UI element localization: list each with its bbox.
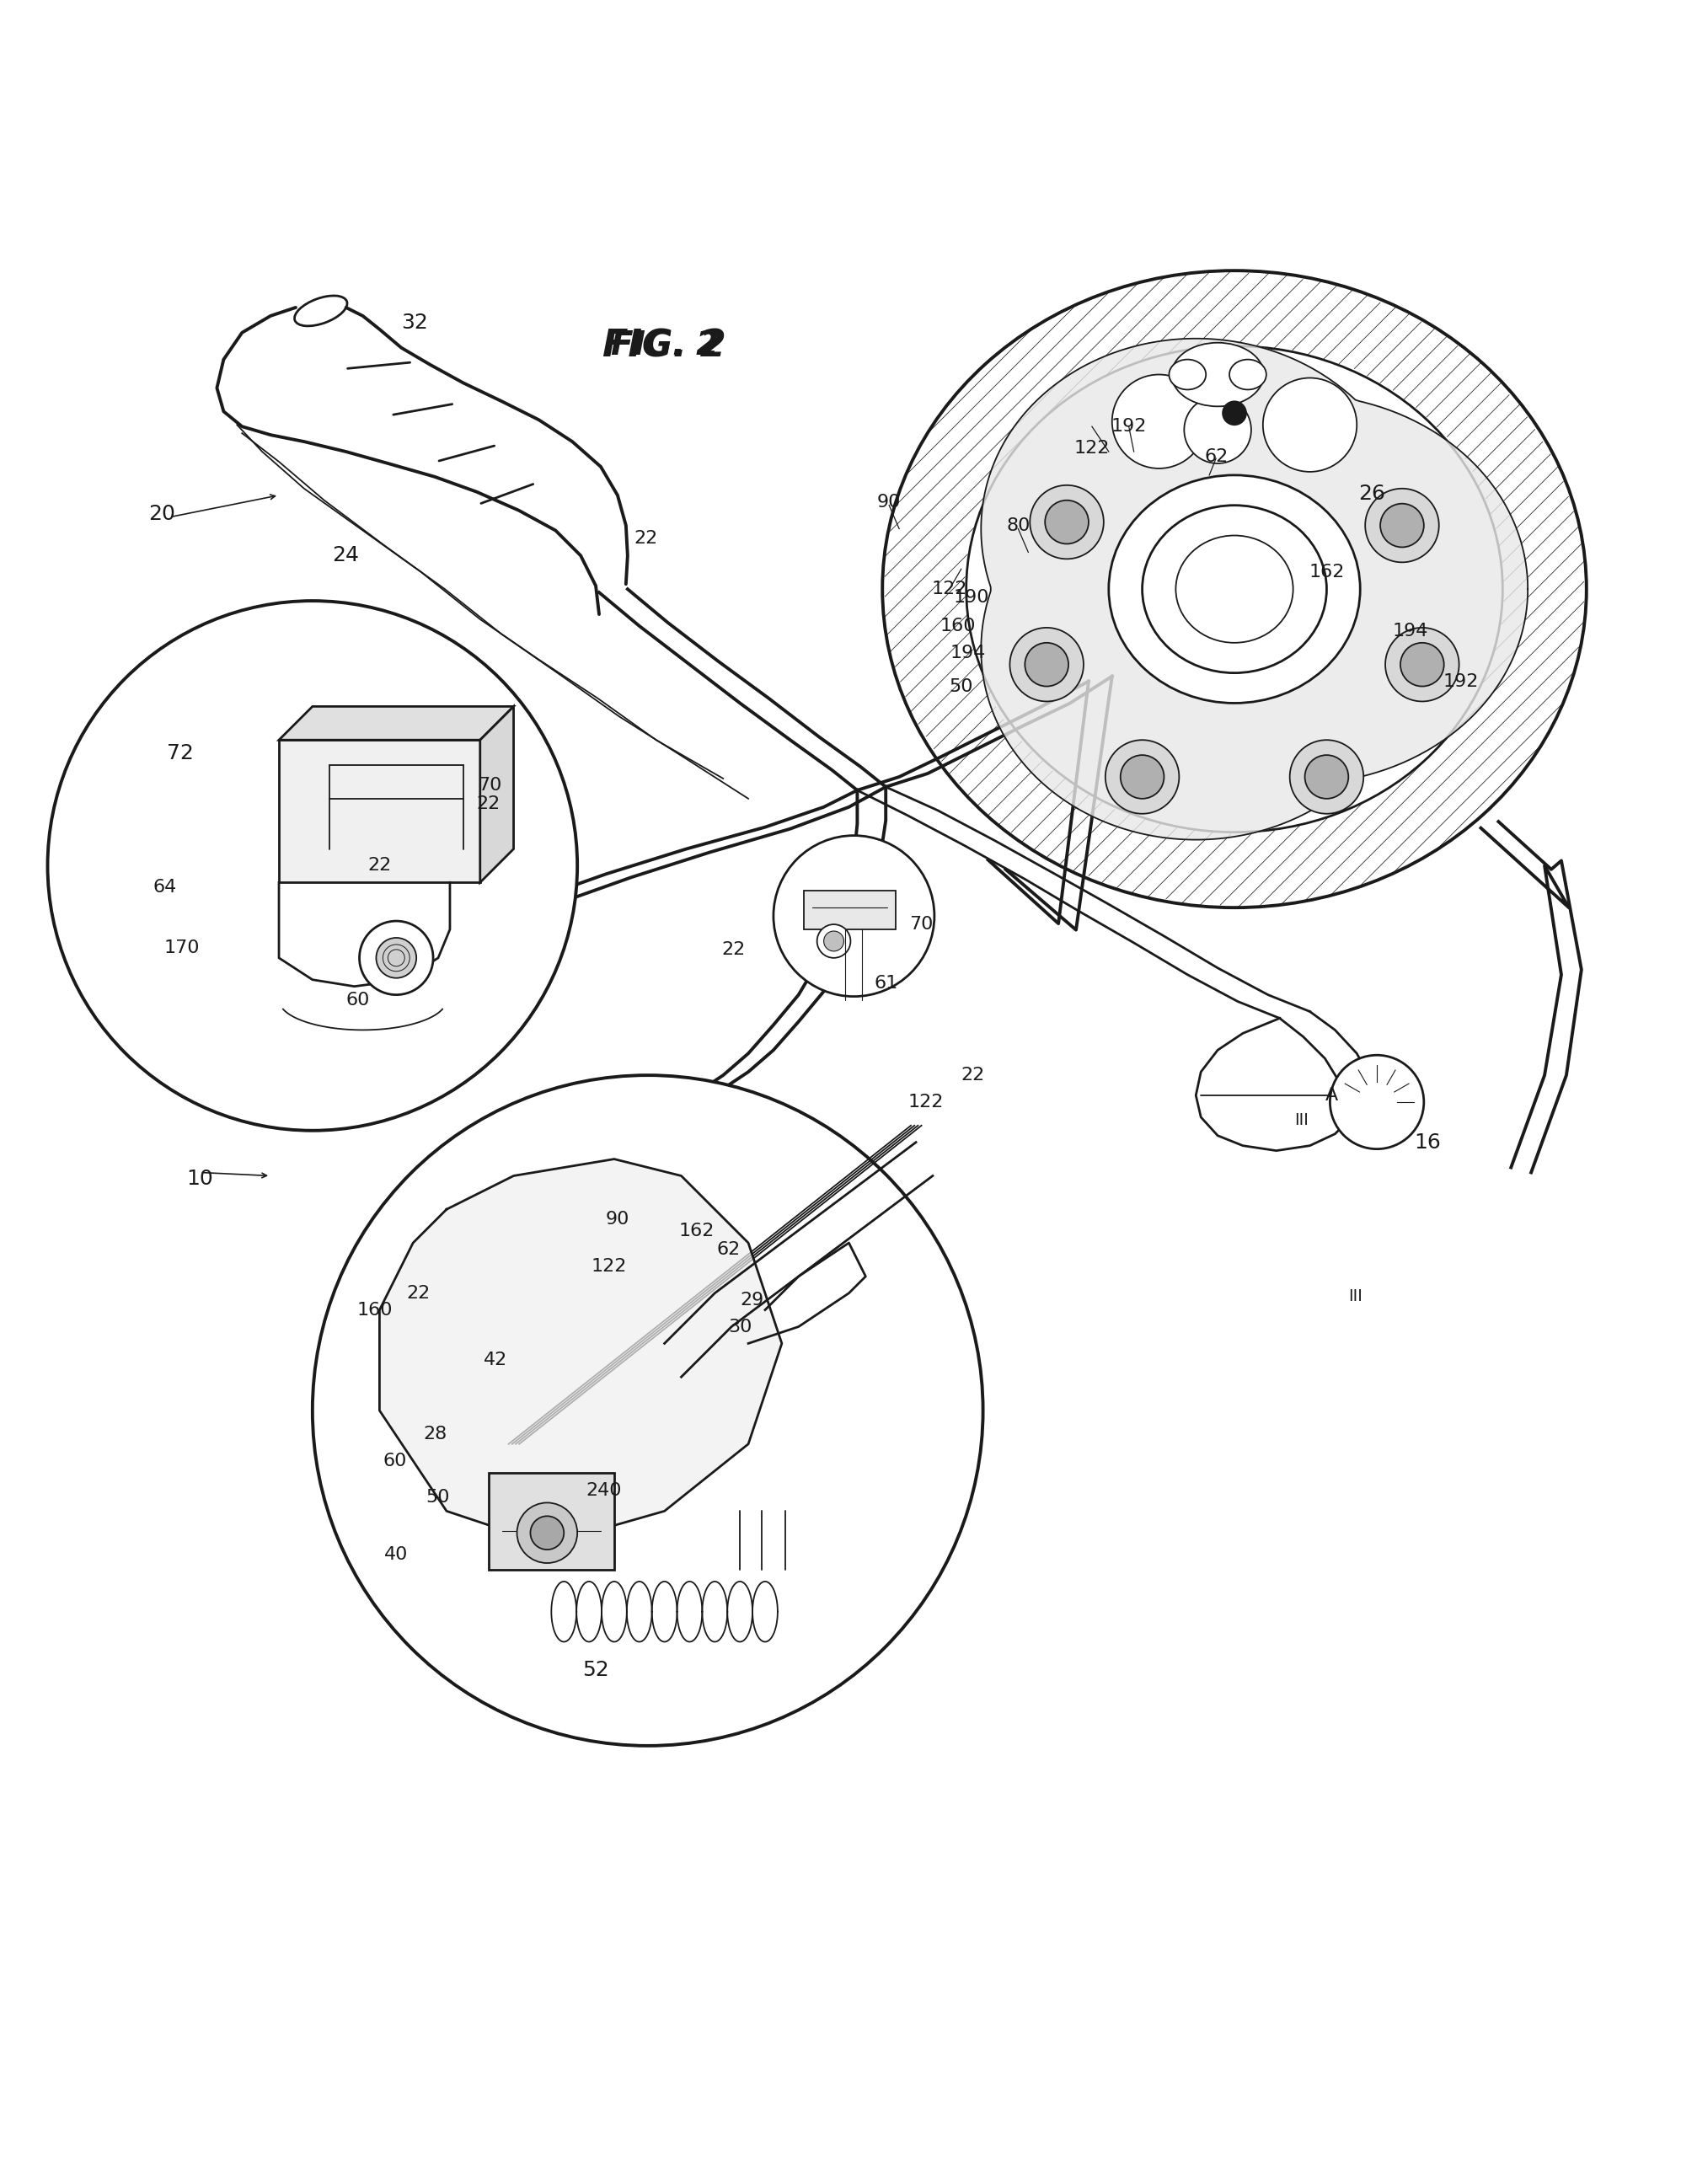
Text: 22: 22 — [634, 531, 657, 548]
Circle shape — [1222, 402, 1246, 426]
Circle shape — [1385, 627, 1459, 701]
Text: 60: 60 — [383, 1452, 407, 1470]
Polygon shape — [279, 705, 514, 740]
Circle shape — [817, 924, 851, 959]
Ellipse shape — [967, 345, 1503, 832]
Text: 64: 64 — [153, 880, 177, 895]
Polygon shape — [804, 891, 896, 930]
Text: 26: 26 — [1358, 483, 1385, 505]
Circle shape — [1289, 740, 1363, 815]
Text: 20: 20 — [148, 505, 175, 524]
Text: 52: 52 — [582, 1660, 609, 1679]
Circle shape — [1025, 642, 1069, 686]
Text: 61: 61 — [874, 974, 898, 992]
Text: 190: 190 — [953, 590, 988, 605]
Text: 22: 22 — [962, 1066, 985, 1083]
Text: 10: 10 — [187, 1168, 213, 1190]
Text: 90: 90 — [605, 1210, 629, 1227]
Circle shape — [1365, 489, 1439, 561]
Circle shape — [47, 601, 577, 1131]
Text: 72: 72 — [166, 743, 193, 764]
Circle shape — [313, 1075, 983, 1745]
Circle shape — [360, 922, 434, 994]
Text: 122: 122 — [931, 581, 967, 598]
Ellipse shape — [1229, 360, 1266, 389]
Circle shape — [1400, 642, 1444, 686]
Text: 122: 122 — [908, 1094, 943, 1109]
Polygon shape — [380, 1160, 782, 1544]
Text: 22: 22 — [368, 858, 392, 874]
Circle shape — [1330, 1055, 1424, 1149]
Text: 194: 194 — [950, 644, 985, 662]
Text: 28: 28 — [424, 1426, 447, 1441]
Text: 62: 62 — [716, 1241, 740, 1258]
Circle shape — [1304, 756, 1348, 799]
Text: 170: 170 — [163, 939, 200, 957]
Text: III: III — [1348, 1289, 1362, 1304]
Circle shape — [1030, 485, 1104, 559]
Text: 24: 24 — [333, 546, 360, 566]
Text: III: III — [1294, 1112, 1308, 1129]
Text: 22: 22 — [477, 795, 501, 812]
Ellipse shape — [883, 271, 1587, 909]
Text: FIG. 2: FIG. 2 — [603, 328, 726, 365]
Bar — [489, 1472, 614, 1570]
Text: 194: 194 — [1392, 622, 1429, 640]
Text: 40: 40 — [385, 1546, 408, 1564]
Text: 90: 90 — [877, 494, 901, 511]
Text: 192: 192 — [1111, 417, 1146, 435]
Text: 192: 192 — [1442, 673, 1479, 690]
Polygon shape — [982, 339, 1528, 839]
Text: 62: 62 — [1204, 448, 1227, 465]
Text: 42: 42 — [482, 1352, 508, 1369]
Text: 22: 22 — [721, 941, 745, 959]
Circle shape — [377, 937, 417, 978]
Circle shape — [1106, 740, 1178, 815]
Text: FIG. 2: FIG. 2 — [610, 330, 718, 363]
Text: 50: 50 — [950, 677, 973, 695]
Ellipse shape — [1175, 535, 1293, 642]
Polygon shape — [279, 740, 481, 882]
Text: 122: 122 — [1074, 439, 1109, 456]
Text: 60: 60 — [346, 992, 370, 1009]
Text: 30: 30 — [728, 1319, 751, 1334]
Text: 29: 29 — [740, 1291, 763, 1308]
Text: 162: 162 — [1309, 563, 1345, 581]
Circle shape — [1010, 627, 1084, 701]
Text: 32: 32 — [402, 312, 429, 332]
Circle shape — [773, 836, 935, 996]
Ellipse shape — [294, 295, 348, 325]
Text: 80: 80 — [1007, 518, 1030, 533]
Circle shape — [1046, 500, 1089, 544]
Circle shape — [531, 1516, 563, 1551]
Text: 22: 22 — [407, 1284, 430, 1302]
Text: 70: 70 — [909, 915, 933, 933]
Circle shape — [824, 930, 844, 952]
Text: 160: 160 — [356, 1302, 392, 1319]
Circle shape — [1113, 373, 1205, 467]
Circle shape — [1183, 395, 1251, 463]
Text: A: A — [1325, 1088, 1338, 1103]
Circle shape — [1262, 378, 1357, 472]
Text: 122: 122 — [592, 1258, 627, 1275]
Text: 50: 50 — [427, 1489, 451, 1507]
Circle shape — [1380, 505, 1424, 548]
Ellipse shape — [1109, 476, 1360, 703]
Text: 240: 240 — [587, 1483, 622, 1500]
Text: 160: 160 — [940, 618, 975, 633]
Ellipse shape — [1168, 360, 1205, 389]
Polygon shape — [481, 705, 514, 882]
Text: 16: 16 — [1414, 1131, 1441, 1153]
Ellipse shape — [1141, 505, 1326, 673]
Text: 162: 162 — [679, 1223, 714, 1241]
Circle shape — [518, 1503, 577, 1564]
Circle shape — [1121, 756, 1163, 799]
Ellipse shape — [1172, 343, 1264, 406]
Text: 70: 70 — [477, 778, 503, 793]
